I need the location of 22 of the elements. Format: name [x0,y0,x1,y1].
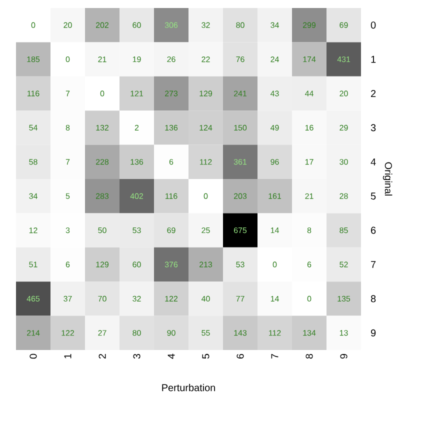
y-tick-label: 0 [370,22,376,29]
x-tick-label: 4 [168,354,175,359]
x-tick-label: 6 [236,354,244,359]
x-tick-label: 3 [133,354,140,359]
x-tick-label: 0 [30,354,37,359]
x-axis-title: Perturbation [162,384,215,392]
y-tick-label: 4 [370,158,376,166]
y-axis-title: Original [382,162,392,196]
y-tick-label: 6 [371,226,376,234]
y-tick-label: 1 [371,56,376,63]
x-tick-label: 7 [271,354,278,359]
y-tick-label: 2 [371,90,376,97]
y-tick-label: 7 [371,261,376,268]
y-tick-label: 3 [370,124,376,132]
x-tick-label: 1 [64,354,72,358]
x-tick-label: 8 [306,354,313,359]
y-tick-label: 9 [371,329,376,336]
x-tick-label: 9 [340,354,348,359]
x-tick-label: 2 [98,354,106,359]
y-tick-label: 5 [370,192,376,200]
y-tick-label: 8 [370,295,376,302]
x-tick-label: 5 [202,354,210,359]
